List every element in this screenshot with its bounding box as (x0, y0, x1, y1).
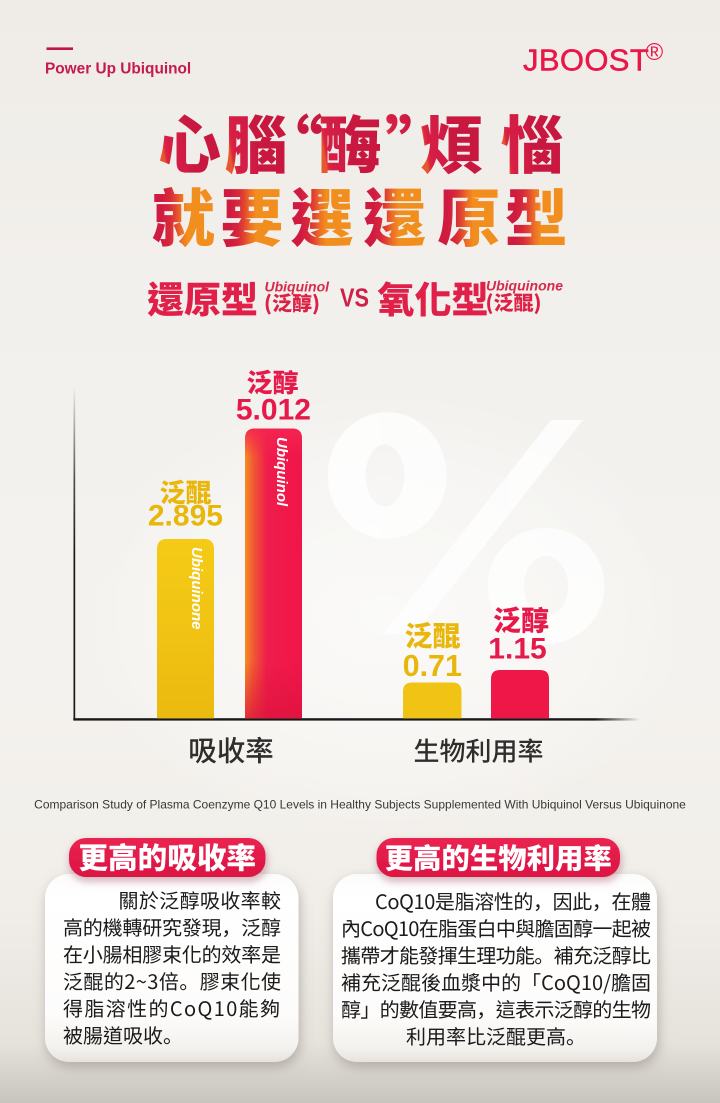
svg-text:Ubiquinone: Ubiquinone (486, 278, 563, 294)
svg-text:®: ® (646, 39, 664, 66)
svg-text:Comparison Study of Plasma Coe: Comparison Study of Plasma Coenzyme Q10 … (34, 798, 686, 812)
svg-text:Ubiquinone: Ubiquinone (188, 547, 205, 630)
svg-text:VS: VS (340, 283, 369, 313)
svg-text:1.15: 1.15 (488, 633, 546, 666)
svg-text:2.895: 2.895 (148, 500, 223, 533)
svg-text:Power Up Ubiquinol: Power Up Ubiquinol (45, 61, 191, 78)
svg-text:Ubiquinol: Ubiquinol (273, 437, 290, 507)
svg-text:Ubiquinol: Ubiquinol (265, 279, 331, 295)
svg-text:0.71: 0.71 (403, 649, 462, 683)
svg-text:JBOOST: JBOOST (523, 43, 649, 78)
svg-text:5.012: 5.012 (236, 394, 311, 427)
